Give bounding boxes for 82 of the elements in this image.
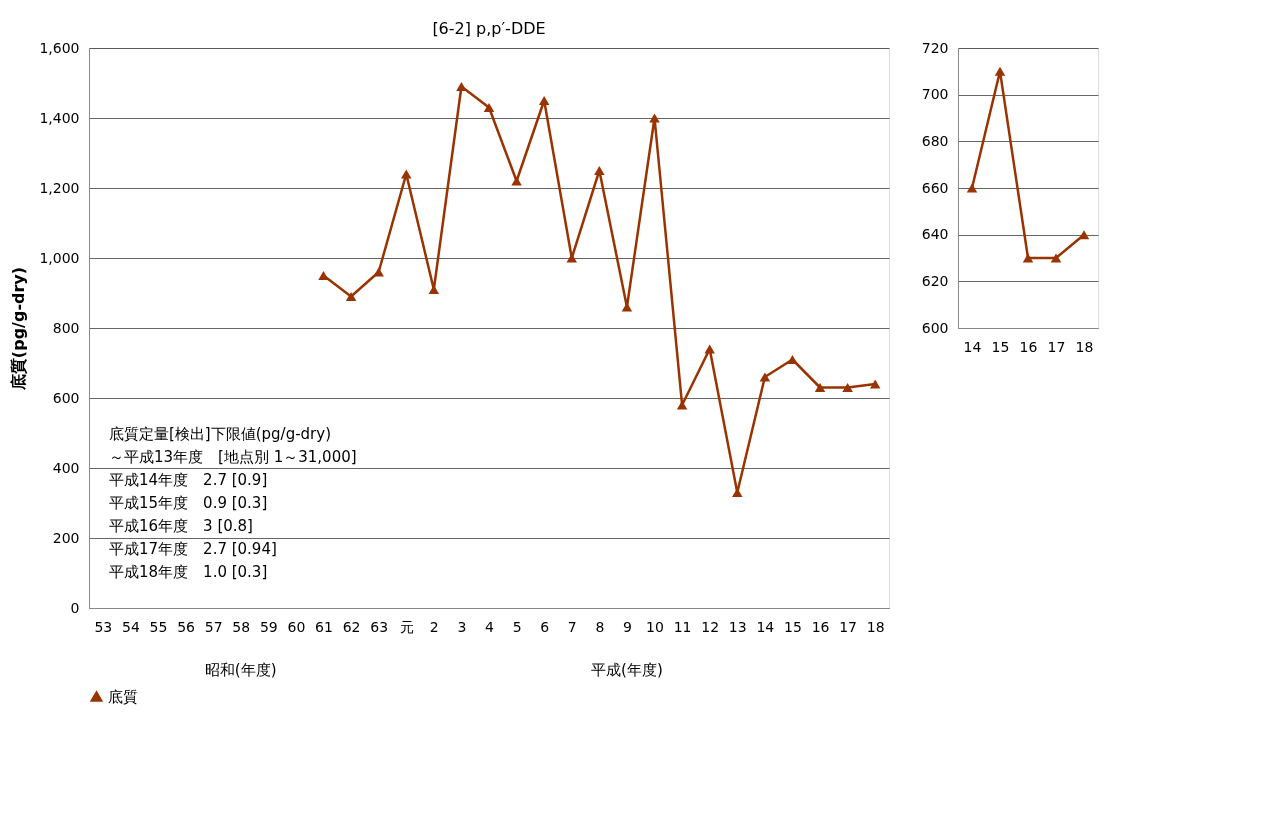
x-tick-label: 62 bbox=[342, 618, 361, 635]
annotation: 平成18年度 1.0 [0.3] bbox=[109, 563, 268, 582]
point bbox=[1022, 253, 1034, 263]
point bbox=[966, 183, 978, 193]
point bbox=[456, 81, 467, 92]
x-tick-label: 2 bbox=[429, 618, 439, 635]
y-tick-label: 620 bbox=[921, 272, 949, 289]
x-tick-label: 60 bbox=[287, 618, 306, 635]
annotation: ～平成13年度 [地点別 1～31,000] bbox=[109, 448, 357, 467]
x-tick-label: 12 bbox=[701, 618, 720, 635]
x-tick-label: 4 bbox=[485, 618, 495, 635]
annotation: 平成14年度 2.7 [0.9] bbox=[109, 471, 268, 490]
x-tick-label: 17 bbox=[839, 618, 858, 635]
point bbox=[842, 382, 853, 393]
x-tick-label: 59 bbox=[259, 618, 278, 635]
x-tick-label: 16 bbox=[811, 618, 830, 635]
legend-label: 底質 bbox=[108, 687, 138, 706]
y-tick-label: 680 bbox=[921, 132, 949, 149]
chart-title: [6-2] p,p′-DDE bbox=[432, 19, 546, 38]
x-tick-label: 6 bbox=[540, 618, 550, 635]
point bbox=[869, 379, 881, 389]
annotation: 平成17年度 2.7 [0.94] bbox=[109, 540, 277, 559]
point bbox=[538, 95, 550, 106]
x-tick-label: 18 bbox=[866, 618, 885, 635]
x-tick-label: 57 bbox=[204, 618, 223, 635]
x-tick-label: 11 bbox=[673, 618, 692, 635]
point bbox=[345, 291, 357, 302]
y-tick-label: 720 bbox=[921, 39, 949, 56]
y-axis-title: 底質(pg/g-dry) bbox=[9, 266, 29, 392]
y-tick-label: 1,400 bbox=[39, 109, 80, 126]
y-tick-label: 1,000 bbox=[39, 249, 80, 266]
annotation: 平成16年度 3 [0.8] bbox=[109, 517, 253, 536]
point bbox=[511, 176, 522, 186]
y-tick-label: 700 bbox=[921, 86, 949, 103]
x-tick-label: 14 bbox=[756, 618, 775, 635]
y-tick-label: 1,600 bbox=[39, 39, 80, 56]
x-tick-label: 元 bbox=[399, 618, 414, 635]
point bbox=[594, 165, 605, 176]
point bbox=[814, 382, 826, 393]
y-tick-label: 1,200 bbox=[39, 179, 80, 196]
y-tick-label: 800 bbox=[52, 319, 80, 336]
y-tick-label: 660 bbox=[921, 179, 949, 196]
point bbox=[373, 267, 384, 277]
x-tick-label: 10 bbox=[646, 618, 664, 635]
point bbox=[994, 66, 1006, 76]
x-tick-label: 9 bbox=[622, 618, 632, 635]
y-tick-label: 200 bbox=[52, 529, 80, 546]
x-tick-label: 54 bbox=[121, 618, 140, 635]
point bbox=[787, 354, 798, 365]
x-tick-label: 13 bbox=[728, 618, 747, 635]
x-tick-label: 63 bbox=[370, 618, 389, 635]
annotation: 底質定量[検出]下限値(pg/g-dry) bbox=[109, 425, 332, 444]
text: 昭和(年度) bbox=[204, 661, 277, 679]
x-tick-label: 18 bbox=[1075, 338, 1094, 355]
x-tick-label: 15 bbox=[784, 618, 802, 635]
x-tick-label: 56 bbox=[177, 618, 196, 635]
point bbox=[704, 344, 715, 354]
y-tick-label: 600 bbox=[52, 389, 80, 406]
point bbox=[649, 113, 660, 123]
point bbox=[401, 169, 412, 179]
y-tick-label: 0 bbox=[70, 599, 80, 616]
point bbox=[483, 102, 495, 113]
y-tick-label: 640 bbox=[921, 226, 949, 243]
point bbox=[759, 372, 771, 382]
text: 平成(年度) bbox=[591, 661, 663, 679]
y-tick-label: 600 bbox=[921, 319, 949, 336]
point bbox=[1050, 253, 1062, 263]
x-tick-label: 16 bbox=[1019, 338, 1038, 355]
x-tick-label: 7 bbox=[567, 618, 577, 635]
x-tick-label: 14 bbox=[963, 338, 982, 355]
x-tick-label: 17 bbox=[1047, 338, 1066, 355]
x-tick-label: 8 bbox=[595, 618, 605, 635]
annotation: 平成15年度 0.9 [0.3] bbox=[109, 494, 268, 513]
x-tick-label: 15 bbox=[991, 338, 1010, 355]
y-tick-label: 400 bbox=[52, 459, 80, 476]
x-tick-label: 55 bbox=[149, 618, 168, 635]
x-tick-label: 61 bbox=[315, 618, 333, 635]
x-tick-label: 3 bbox=[457, 618, 467, 635]
x-tick-label: 53 bbox=[94, 618, 113, 635]
x-tick-label: 5 bbox=[512, 618, 522, 635]
x-tick-label: 58 bbox=[232, 618, 251, 635]
point bbox=[318, 270, 329, 281]
